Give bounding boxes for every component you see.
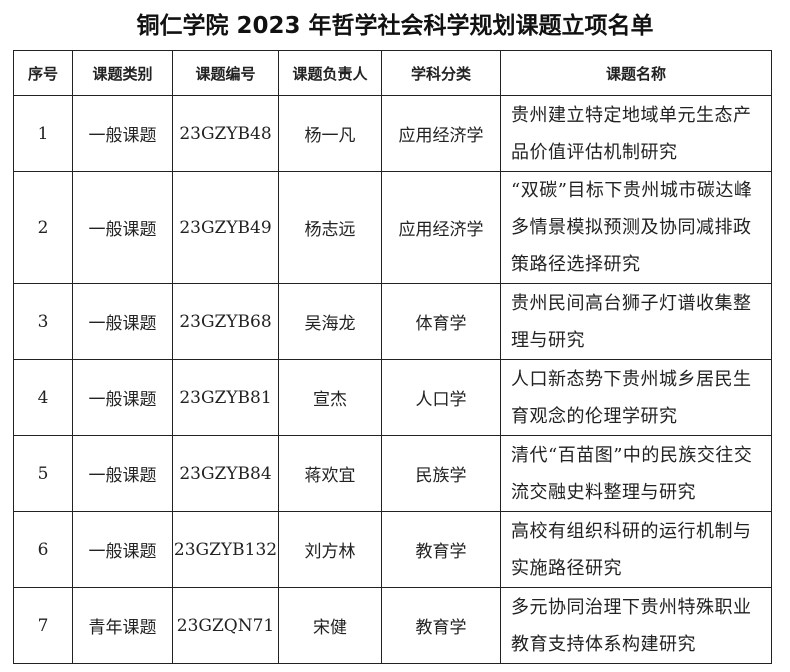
table-row: 5 一般课题 23GZYB84 蒋欢宜 民族学 清代“百苗图”中的民族交往交流交融史料整理…	[13, 435, 772, 512]
table-row: 2 一般课题 23GZYB49 杨志远 应用经济学 “双碳”目标下贵州城市碳达峰多情景模拟…	[13, 171, 772, 284]
cell-category: 青年课题	[72, 587, 173, 664]
column-header-no: 序号	[13, 50, 73, 96]
cell-leader: 吴海龙	[278, 283, 382, 360]
cell-category: 一般课题	[72, 359, 173, 436]
cell-name: 贵州建立特定地域单元生态产品价值评估机制研究	[500, 95, 772, 172]
cell-name: “双碳”目标下贵州城市碳达峰多情景模拟预测及协同减排政策路径选择研究	[500, 171, 772, 284]
cell-name: 贵州民间高台狮子灯谱收集整理与研究	[500, 283, 772, 360]
cell-discipline: 应用经济学	[381, 171, 501, 284]
cell-discipline: 体育学	[381, 283, 501, 360]
table-row: 6 一般课题 23GZYB132 刘方林 教育学 高校有组织科研的运行机制与实施路径研究	[13, 511, 772, 588]
project-table: 序号 课题类别 课题编号 课题负责人 学科分类 课题名称 1 一般课题 23GZYB…	[13, 50, 772, 664]
column-header-leader: 课题负责人	[278, 50, 382, 96]
cell-code: 23GZYB49	[172, 171, 279, 284]
table-row: 7 青年课题 23GZQN71 宋健 教育学 多元协同治理下贵州特殊职业教育支持体系构建研…	[13, 587, 772, 664]
cell-discipline: 教育学	[381, 511, 501, 588]
cell-code: 23GZYB84	[172, 435, 279, 512]
cell-no: 5	[13, 435, 73, 512]
table-row: 4 一般课题 23GZYB81 宣杰 人口学 人口新态势下贵州城乡居民生育观念的伦理学研究	[13, 359, 772, 436]
cell-code: 23GZYB81	[172, 359, 279, 436]
cell-no: 7	[13, 587, 73, 664]
cell-no: 4	[13, 359, 73, 436]
cell-discipline: 人口学	[381, 359, 501, 436]
cell-leader: 杨一凡	[278, 95, 382, 172]
cell-category: 一般课题	[72, 283, 173, 360]
cell-leader: 宋健	[278, 587, 382, 664]
cell-discipline: 民族学	[381, 435, 501, 512]
cell-name: 多元协同治理下贵州特殊职业教育支持体系构建研究	[500, 587, 772, 664]
cell-category: 一般课题	[72, 95, 173, 172]
table-row: 1 一般课题 23GZYB48 杨一凡 应用经济学 贵州建立特定地域单元生态产品价值评估机…	[13, 95, 772, 172]
cell-no: 1	[13, 95, 73, 172]
column-header-code: 课题编号	[172, 50, 279, 96]
page-title: 铜仁学院 2023 年哲学社会科学规划课题立项名单	[136, 13, 654, 39]
cell-code: 23GZYB68	[172, 283, 279, 360]
table-header-row: 序号 课题类别 课题编号 课题负责人 学科分类 课题名称	[13, 50, 772, 96]
cell-leader: 刘方林	[278, 511, 382, 588]
cell-leader: 宣杰	[278, 359, 382, 436]
cell-discipline: 教育学	[381, 587, 501, 664]
cell-no: 2	[13, 171, 73, 284]
cell-name: 高校有组织科研的运行机制与实施路径研究	[500, 511, 772, 588]
column-header-category: 课题类别	[72, 50, 173, 96]
cell-category: 一般课题	[72, 511, 173, 588]
column-header-discipline: 学科分类	[381, 50, 501, 96]
cell-no: 6	[13, 511, 73, 588]
cell-name: 清代“百苗图”中的民族交往交流交融史料整理与研究	[500, 435, 772, 512]
column-header-name: 课题名称	[500, 50, 772, 96]
cell-leader: 蒋欢宜	[278, 435, 382, 512]
cell-code: 23GZQN71	[172, 587, 279, 664]
cell-no: 3	[13, 283, 73, 360]
cell-category: 一般课题	[72, 171, 173, 284]
table-row: 3 一般课题 23GZYB68 吴海龙 体育学 贵州民间高台狮子灯谱收集整理与研究	[13, 283, 772, 360]
cell-code: 23GZYB48	[172, 95, 279, 172]
cell-discipline: 应用经济学	[381, 95, 501, 172]
cell-name: 人口新态势下贵州城乡居民生育观念的伦理学研究	[500, 359, 772, 436]
cell-category: 一般课题	[72, 435, 173, 512]
cell-leader: 杨志远	[278, 171, 382, 284]
cell-code: 23GZYB132	[172, 511, 279, 588]
